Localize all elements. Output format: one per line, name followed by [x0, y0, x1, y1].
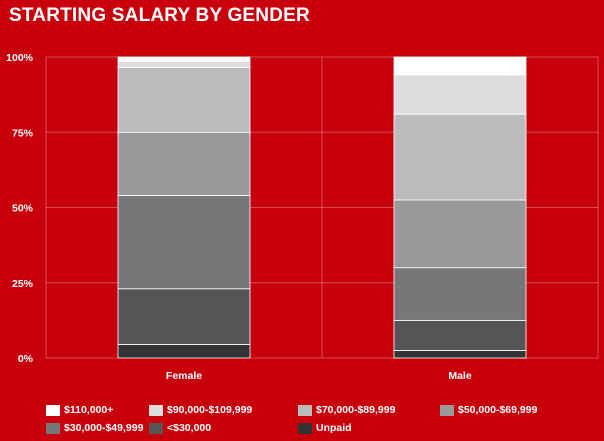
legend-label: $50,000-$69,999 — [458, 404, 538, 416]
bar-segment — [117, 67, 251, 133]
bar-segment — [117, 56, 251, 62]
legend-swatch — [149, 404, 163, 416]
bar-segment — [393, 56, 527, 76]
legend-label: Unpaid — [316, 422, 352, 434]
stacked-bar-chart: 0% 25% 50% 75% 100% Female Male — [6, 52, 599, 382]
legend-item: $90,000-$109,999 — [149, 404, 252, 416]
y-tick-label: 25% — [12, 278, 34, 290]
y-tick-label: 0% — [18, 353, 34, 365]
legend-swatch — [440, 404, 454, 416]
legend-label: <$30,000 — [167, 422, 212, 434]
x-tick-label: Male — [448, 370, 472, 382]
legend-item: $110,000+ — [46, 404, 113, 416]
legend-swatch — [46, 422, 60, 434]
bar-segment — [117, 344, 251, 359]
bar-segment — [117, 131, 251, 196]
legend-item: $50,000-$69,999 — [440, 404, 537, 416]
x-axis-ticks: Female Male — [166, 370, 472, 382]
y-tick-label: 100% — [6, 52, 34, 64]
legend-swatch — [298, 422, 312, 434]
legend-item: $70,000-$89,999 — [298, 404, 395, 416]
y-tick-label: 75% — [12, 127, 34, 139]
bars — [117, 56, 527, 359]
bar-segment — [117, 61, 251, 68]
bar-segment — [393, 267, 527, 321]
bar-segment — [117, 195, 251, 290]
legend-label: $110,000+ — [64, 404, 114, 416]
chart-title: STARTING SALARY BY GENDER — [9, 5, 310, 26]
bar-segment — [393, 74, 527, 115]
x-tick-label: Female — [166, 370, 202, 382]
legend-item: <$30,000 — [149, 422, 211, 434]
legend-swatch — [149, 422, 163, 434]
legend-item: Unpaid — [298, 422, 352, 434]
bar-segment — [393, 113, 527, 201]
y-axis-ticks: 0% 25% 50% 75% 100% — [6, 52, 34, 365]
legend-swatch — [46, 404, 60, 416]
bar-segment — [393, 319, 527, 351]
bar-segment — [393, 199, 527, 269]
legend-swatch — [298, 404, 312, 416]
legend-label: $30,000-$49,999 — [64, 422, 144, 434]
bar-segment — [393, 350, 527, 359]
legend-label: $70,000-$89,999 — [316, 404, 396, 416]
legend-label: $90,000-$109,999 — [167, 404, 253, 416]
y-tick-label: 50% — [12, 203, 34, 215]
bar-segment — [117, 288, 251, 345]
legend-item: $30,000-$49,999 — [46, 422, 143, 434]
